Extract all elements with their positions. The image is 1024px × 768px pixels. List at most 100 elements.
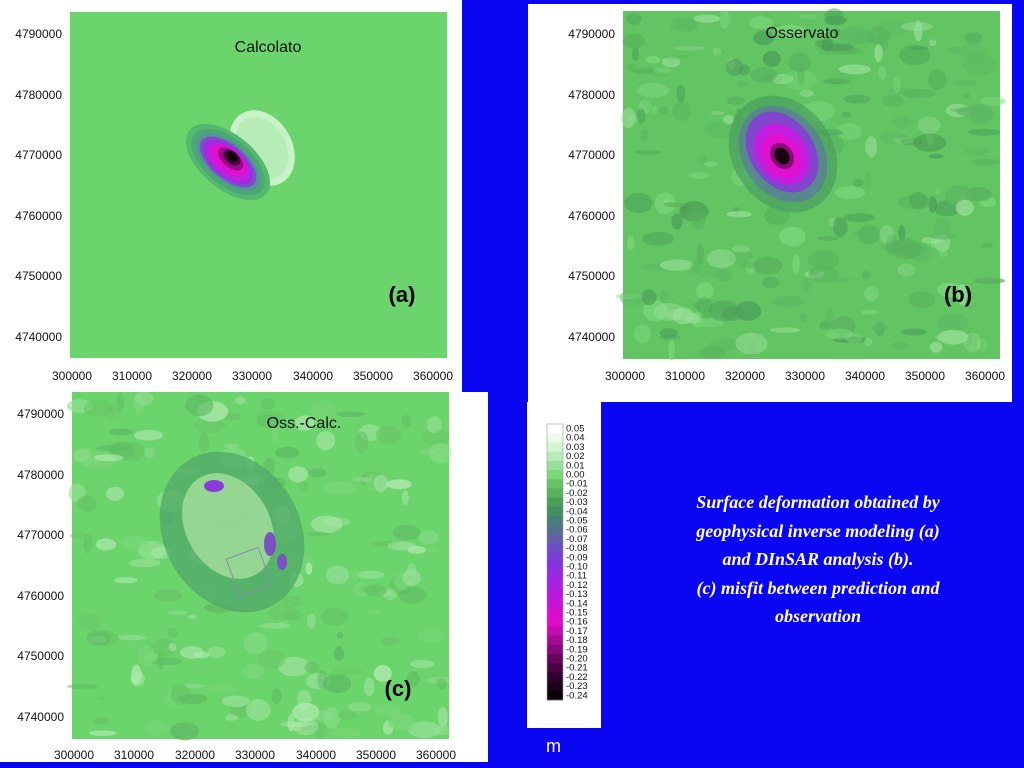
speckle [877,66,887,80]
speckle [375,425,402,445]
speckle [707,249,736,269]
speckle [750,67,777,83]
speckle [429,545,440,554]
speckle [296,690,312,710]
speckle [352,570,359,582]
speckle [874,18,907,37]
speckle [660,289,669,303]
speckle [410,659,435,669]
colorbar-tick-label: -0.08 [566,543,588,554]
speckle [381,636,401,646]
speckle [833,216,848,238]
speckle [235,396,246,405]
speckle [292,702,320,722]
speckle [626,12,642,25]
speckle [824,8,844,24]
speckle [299,481,309,492]
panel-label: (c) [385,676,412,701]
speckle [641,289,657,306]
speckle [659,105,668,115]
speckle [424,677,452,684]
speckle [807,250,840,270]
speckle [170,722,199,741]
speckle [317,669,328,690]
x-tick-label: 300000 [52,369,92,383]
colorbar-swatch [547,589,563,600]
speckle [245,699,271,721]
colorbar-swatch [547,488,563,498]
speckle [636,108,646,124]
speckle [976,338,988,352]
speckle [73,448,90,463]
speckle [407,546,426,554]
speckle [436,678,447,690]
subsidence-bowl [185,123,271,201]
colorbar-tick-label: -0.07 [566,534,588,545]
speckle [631,46,640,61]
colorbar-swatch [547,506,563,517]
speckle [168,610,188,616]
colorbar-swatch [547,552,563,563]
speckle [69,532,89,539]
x-tick-label: 320000 [175,748,215,762]
speckle-texture [66,392,452,741]
subsidence-bowl [728,95,838,213]
speckle [663,202,686,208]
colorbar-tick-label: 0.00 [566,470,585,481]
colorbar-swatch [547,470,563,480]
colorbar-swatch [547,516,563,526]
speckle [853,229,885,238]
speckle [198,433,210,452]
speckle [117,634,146,641]
speckle [357,570,385,579]
panel-title: Oss.-Calc. [267,415,342,432]
speckle [864,27,891,45]
panel-title: Osservato [766,25,839,42]
speckle [643,300,668,322]
speckle [773,24,807,37]
colorbar-swatch [547,525,563,535]
speckle [886,234,899,256]
speckle [77,495,97,512]
colorbar-swatch [547,635,563,646]
speckle [884,240,919,255]
speckle [288,466,309,483]
speckle [615,293,648,300]
colorbar-tick-label: -0.23 [566,681,588,692]
map-calcolato: Calcolato (a) 4790000 4780000 4770000 47… [15,12,453,383]
colorbar: 0.05 0.04 0.03 0.02 0.01 0.00 -0.01 -0.02 -0.03-… [527,402,601,728]
speckle [908,291,936,308]
speckle [243,632,268,654]
speckle [150,657,182,666]
colorbar-tick-label: -0.06 [566,525,588,536]
speckle [352,477,372,482]
speckle [260,397,276,410]
speckle [670,17,699,32]
speckle [753,30,774,46]
speckle [708,300,740,322]
colorbar-swatch [547,479,563,489]
speckle [357,585,384,593]
speckle [373,474,388,493]
speckle [874,44,883,63]
x-tick-label: 320000 [725,369,765,383]
speckle [693,14,721,23]
speckle [624,192,653,213]
speckle [306,613,316,629]
speckle [771,295,804,308]
speckle [762,50,781,67]
speckle [258,649,286,670]
y-tick-label: 4750000 [15,269,62,283]
speckle [661,56,681,68]
speckle [418,530,439,544]
speckle [224,443,240,448]
colorbar-tick-label: -0.17 [566,626,588,637]
speckle [651,72,669,78]
speckle [333,727,362,738]
speckle [668,339,675,361]
speckle [897,263,916,277]
speckle [710,110,725,116]
colorbar-tick-label: -0.11 [566,571,587,582]
speckle [268,605,297,622]
y-tick-label: 4750000 [17,649,64,663]
